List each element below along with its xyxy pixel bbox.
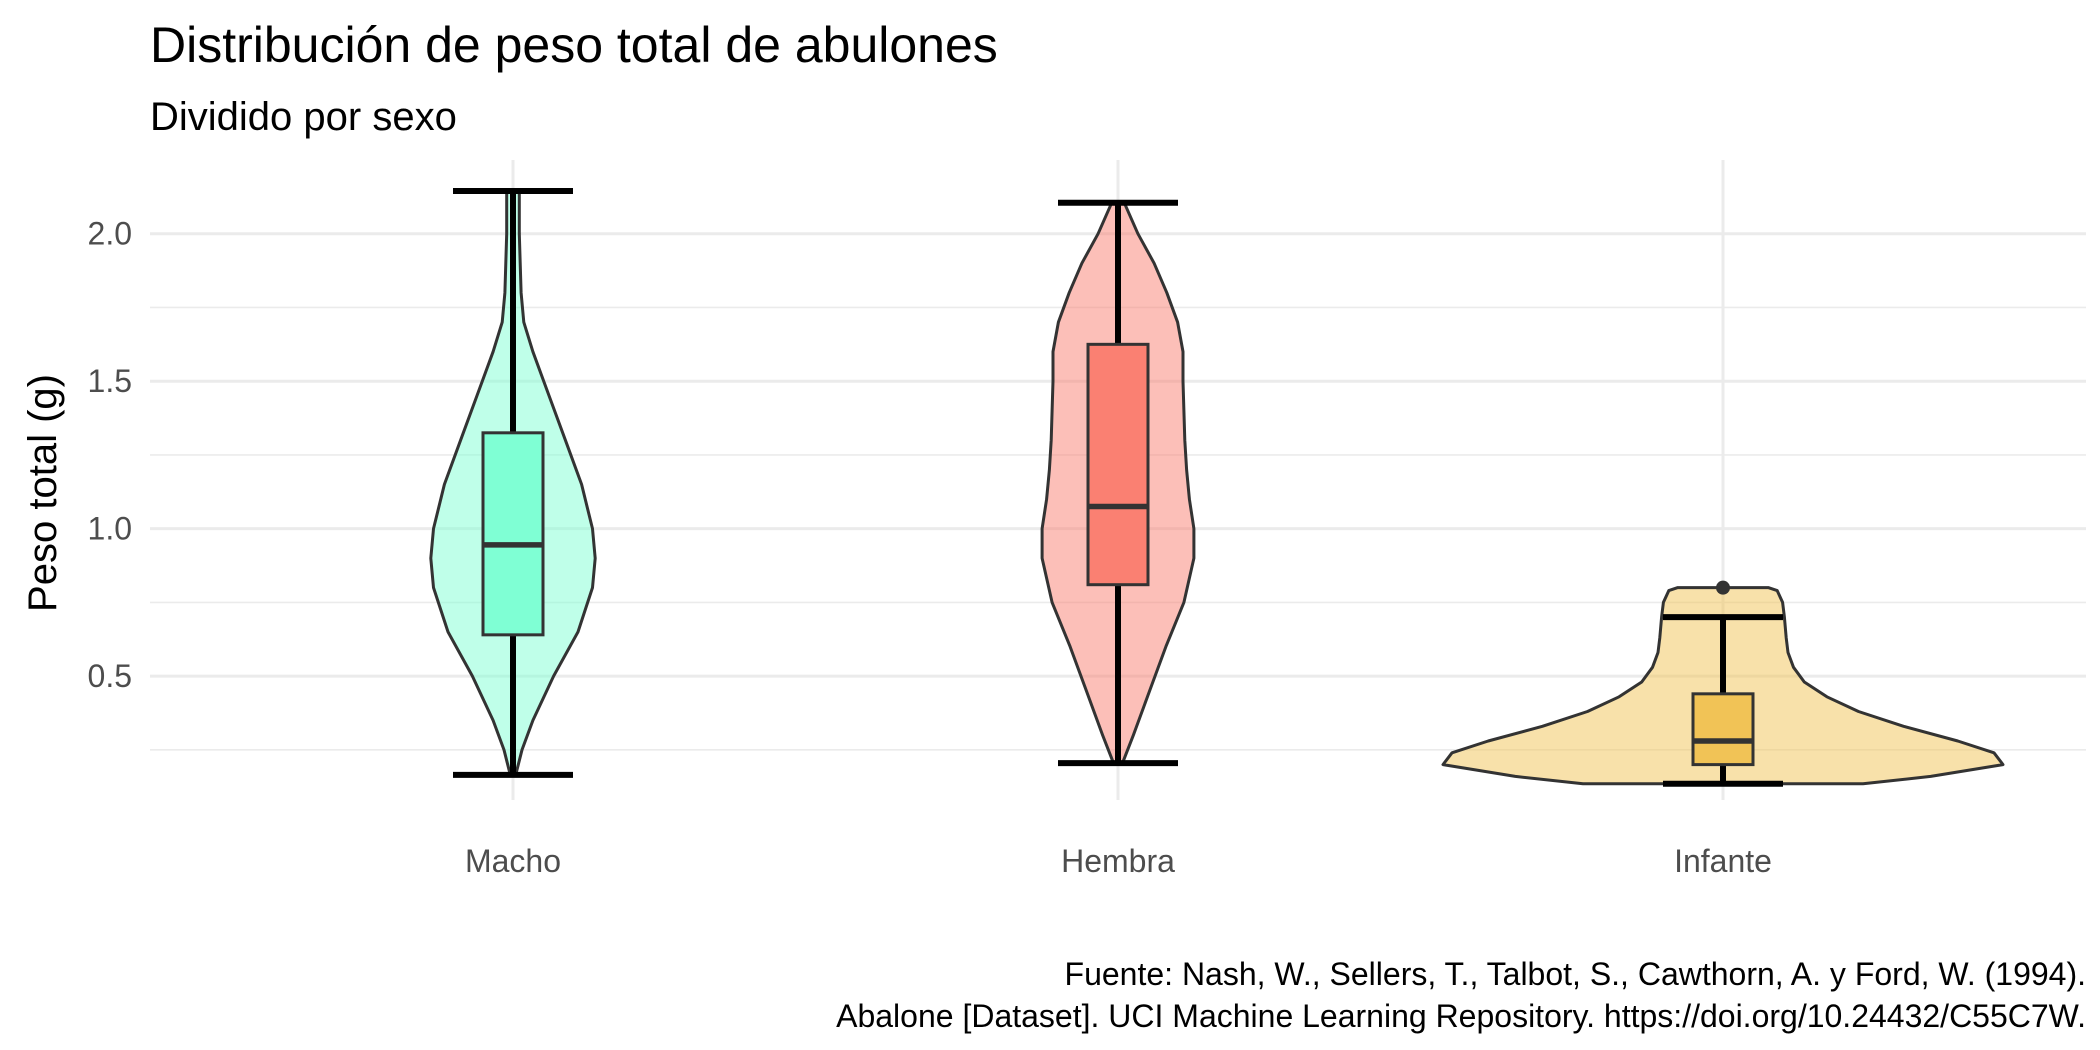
- box-hembra: [1086, 342, 1150, 587]
- y-tick-label: 1.0: [88, 511, 132, 547]
- y-tick-label: 0.5: [88, 658, 132, 694]
- x-tick-label-hembra: Hembra: [1061, 843, 1175, 879]
- y-axis-title: Peso total (g): [21, 374, 65, 612]
- caption-line-2: Abalone [Dataset]. UCI Machine Learning …: [836, 998, 2086, 1034]
- x-tick-label-infante: Infante: [1674, 843, 1772, 879]
- outlier-point-infante: [1716, 580, 1730, 595]
- x-axis-ticks: Macho Hembra Infante: [465, 843, 1772, 879]
- box-macho: [481, 431, 545, 637]
- y-tick-label: 1.5: [88, 363, 132, 399]
- chart-subtitle: Dividido por sexo: [150, 95, 457, 139]
- y-axis-ticks: 0.5 1.0 1.5 2.0: [88, 216, 132, 694]
- x-tick-label-macho: Macho: [465, 843, 561, 879]
- box-infante: [1691, 692, 1755, 767]
- caption-line-1: Fuente: Nash, W., Sellers, T., Talbot, S…: [1065, 956, 2086, 992]
- chart-title: Distribución de peso total de abulones: [150, 17, 998, 73]
- violins: [429, 187, 2005, 787]
- y-tick-label: 2.0: [88, 216, 132, 252]
